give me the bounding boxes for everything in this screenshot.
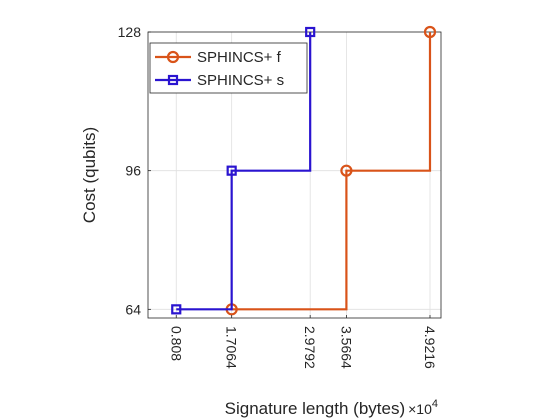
data-point-circle bbox=[423, 25, 437, 39]
data-point-square bbox=[305, 26, 316, 38]
x-axis-multiplier: ×10 bbox=[408, 401, 432, 417]
x-tick-label: 4.9216 bbox=[422, 326, 438, 369]
x-axis-title: Signature length (bytes) bbox=[225, 399, 406, 418]
series-line-sphincs-s bbox=[176, 32, 312, 311]
data-point-circle bbox=[340, 164, 353, 177]
x-axis-multiplier-exponent: 4 bbox=[432, 398, 438, 410]
series-line-sphincs-f bbox=[231, 32, 432, 311]
series-layer bbox=[171, 25, 437, 316]
y-tick-label: 96 bbox=[125, 163, 141, 179]
legend-marker-circle bbox=[166, 50, 180, 64]
legend-label-sphincs-s: SPHINCS+ s bbox=[197, 72, 284, 89]
legend-label-sphincs-f: SPHINCS+ f bbox=[197, 49, 282, 66]
y-axis-label: Cost (qubits) bbox=[80, 127, 99, 223]
x-axis-label: Signature length (bytes) ×104 bbox=[225, 398, 438, 418]
data-point-square bbox=[226, 165, 237, 176]
x-tick-label: 1.7064 bbox=[224, 326, 240, 369]
axis-ticks: 0.808 1.7064 2.9792 3.5664 4.9216 64 96 128 bbox=[118, 24, 438, 369]
y-tick-label: 64 bbox=[125, 301, 141, 317]
x-tick-label: 0.808 bbox=[168, 326, 184, 361]
y-tick-label: 128 bbox=[118, 24, 142, 40]
plot-area-frame bbox=[147, 31, 442, 319]
data-point-square bbox=[171, 304, 182, 315]
x-tick-label: 2.9792 bbox=[302, 326, 318, 369]
legend: SPHINCS+ f SPHINCS+ s bbox=[149, 42, 308, 94]
legend-marker-square bbox=[167, 74, 179, 86]
x-tick-label: 3.5664 bbox=[338, 326, 354, 369]
